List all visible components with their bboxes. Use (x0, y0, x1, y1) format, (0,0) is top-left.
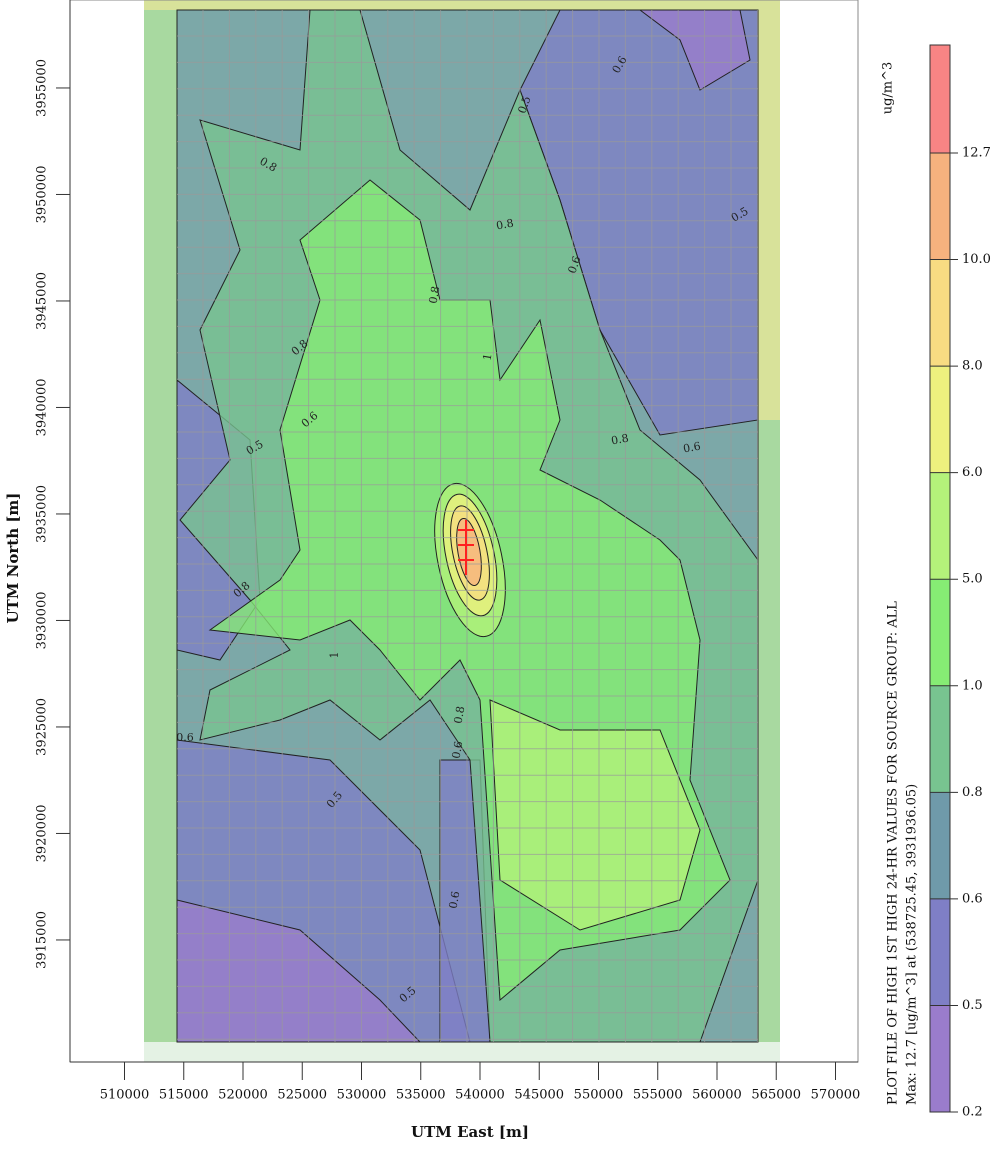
x-tick-label: 510000 (100, 1088, 150, 1103)
colorbar-label: ug/m^3 (881, 62, 896, 115)
colorbar-tick-label: 0.8 (962, 785, 983, 800)
receptor-grid (177, 10, 758, 1042)
colorbar-band (930, 579, 950, 686)
y-tick-label: 3935000 (35, 485, 50, 543)
contour-label: 0.6 (682, 440, 701, 456)
colorbar-tick-label: 0.6 (962, 891, 983, 906)
colorbar-band (930, 792, 950, 899)
contour-label: 0.6 (450, 740, 466, 759)
colorbar-band (930, 259, 950, 367)
colorbar-tick-label: 12.7 (962, 146, 991, 161)
colorbar-tick-label: 10.0 (962, 252, 991, 267)
x-tick-label: 525000 (277, 1088, 327, 1103)
x-tick-label: 545000 (514, 1088, 564, 1103)
x-tick-label: 515000 (159, 1088, 209, 1103)
x-axis-title: UTM East [m] (411, 1123, 529, 1141)
contour-region (176, 899, 422, 1043)
x-tick-label: 540000 (455, 1088, 505, 1103)
domain-edge (144, 0, 780, 10)
contour-label: 0.6 (565, 254, 583, 275)
colorbar-tick-label: 1.0 (962, 678, 983, 693)
colorbar-tick-label: 6.0 (962, 465, 983, 480)
colorbar-band (930, 45, 950, 153)
chart-subtitle: Max: 12.7 [ug/m^3] at (538725.45, 393193… (905, 784, 920, 1105)
y-tick-label: 3920000 (35, 805, 50, 863)
colorbar-band (930, 685, 950, 793)
x-tick-label: 530000 (337, 1088, 387, 1103)
contour-region (638, 9, 751, 91)
contour-region (456, 517, 482, 587)
x-tick-label: 570000 (811, 1088, 861, 1103)
y-tick-label: 3930000 (35, 592, 50, 650)
colorbar-tick-label: 0.2 (962, 1105, 983, 1120)
contour-label: 1 (480, 352, 494, 361)
x-tick-label: 555000 (633, 1088, 683, 1103)
contour-label: 0.8 (427, 285, 443, 304)
colorbar-band (930, 1005, 950, 1112)
contour-label: 0.6 (447, 890, 463, 909)
y-tick-label: 3925000 (35, 698, 50, 756)
domain-edge (144, 1042, 780, 1062)
x-tick-label: 550000 (574, 1088, 624, 1103)
colorbar-tick-label: 0.5 (962, 998, 983, 1013)
x-tick-label: 535000 (396, 1088, 446, 1103)
x-tick-label: 565000 (751, 1088, 801, 1103)
colorbar-tick-label: 8.0 (962, 359, 983, 374)
colorbar-tick-label: 5.0 (962, 572, 983, 587)
colorbar-band (930, 153, 950, 260)
colorbar-band (930, 366, 950, 473)
contour-label: 0.8 (610, 432, 629, 448)
contour-label: 0.8 (495, 217, 514, 233)
y-tick-label: 3955000 (35, 59, 50, 117)
y-tick-label: 3950000 (35, 166, 50, 224)
y-axis-title: UTM North [m] (4, 493, 22, 624)
x-tick-label: 520000 (218, 1088, 268, 1103)
x-tick-label: 560000 (692, 1088, 742, 1103)
domain-edge (758, 0, 780, 420)
contour-label: 0.8 (452, 705, 468, 724)
source-marker (458, 520, 474, 575)
contour-label: 0.6 (176, 731, 194, 744)
y-tick-label: 3915000 (35, 911, 50, 969)
contour-label: 0.5 (515, 94, 533, 115)
contour-region (489, 699, 701, 931)
y-tick-label: 3940000 (35, 379, 50, 437)
contour-label: 1 (328, 652, 341, 659)
colorbar-band (930, 472, 950, 580)
y-tick-label: 3945000 (35, 272, 50, 330)
colorbar-band (930, 898, 950, 1006)
chart-title: PLOT FILE OF HIGH 1ST HIGH 24-HR VALUES … (886, 601, 901, 1105)
